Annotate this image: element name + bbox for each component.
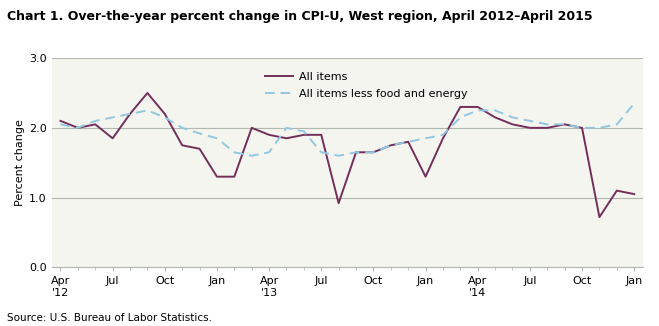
Legend: All items, All items less food and energy: All items, All items less food and energ… (261, 68, 472, 103)
Text: Chart 1. Over-the-year percent change in CPI-U, West region, April 2012–April 20: Chart 1. Over-the-year percent change in… (7, 10, 592, 23)
Y-axis label: Percent change: Percent change (15, 119, 25, 206)
Text: Source: U.S. Bureau of Labor Statistics.: Source: U.S. Bureau of Labor Statistics. (7, 313, 212, 323)
